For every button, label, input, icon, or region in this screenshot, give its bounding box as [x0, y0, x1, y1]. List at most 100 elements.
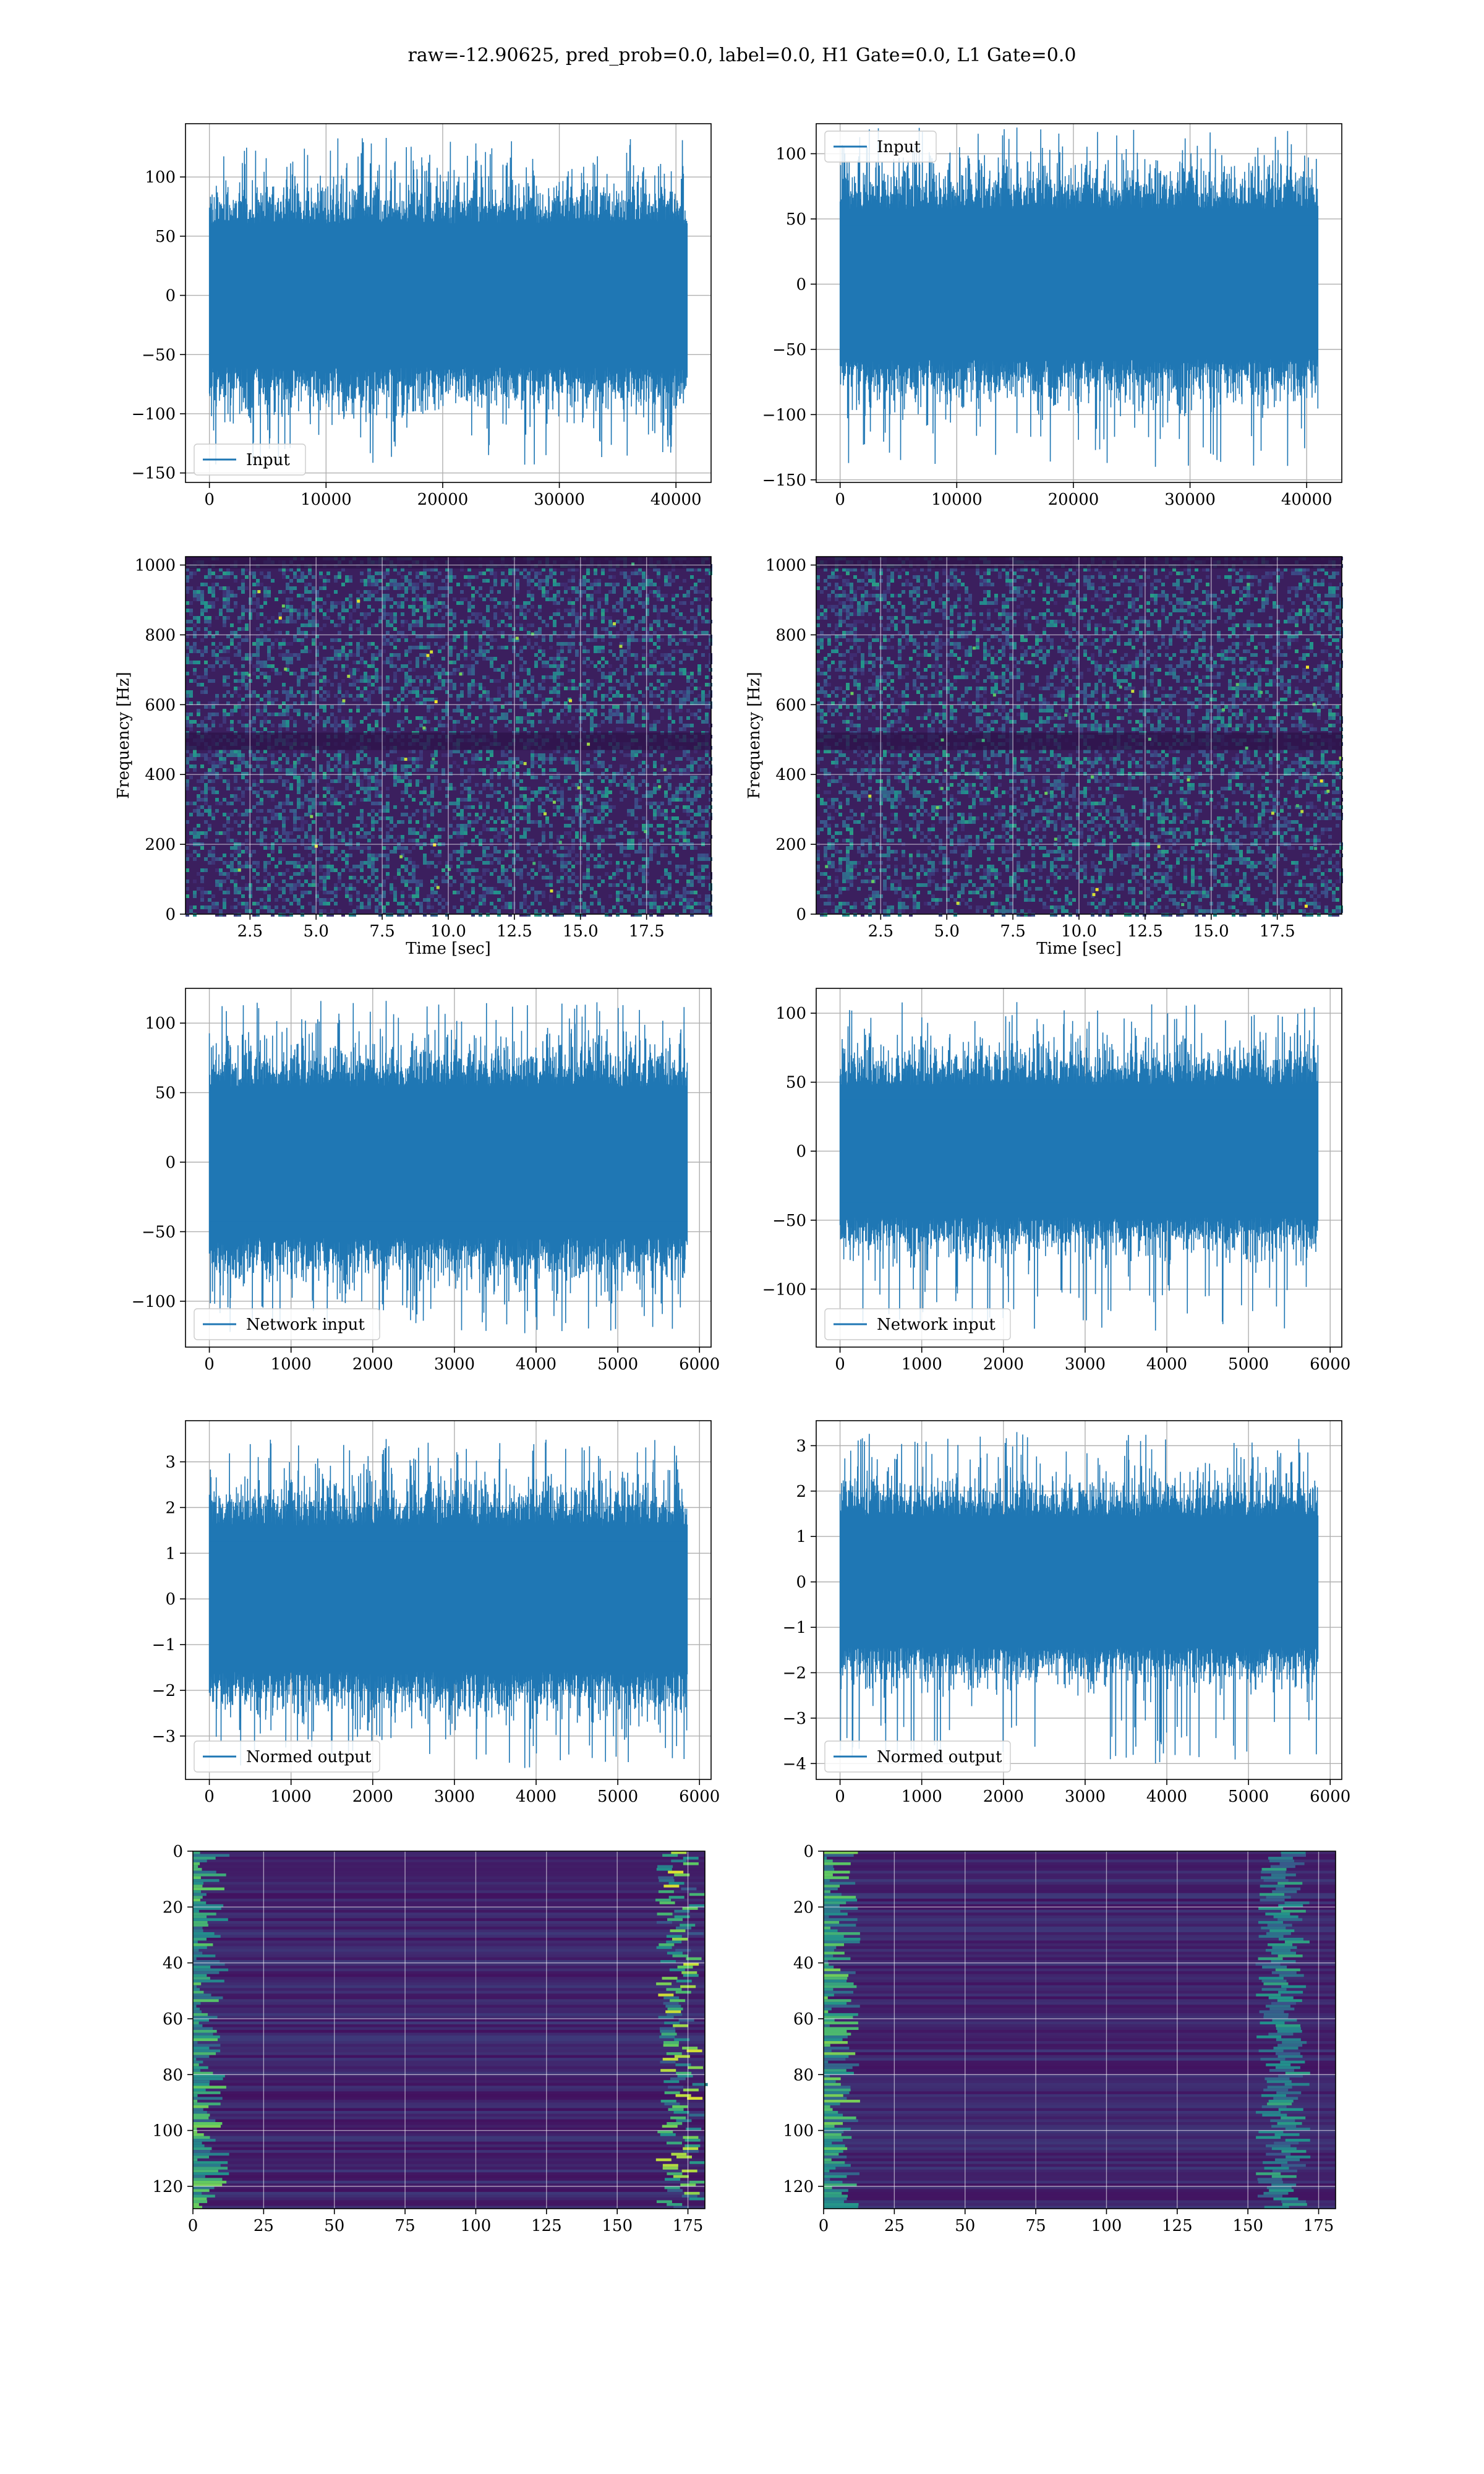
spectrogram-h1-cell	[323, 872, 326, 876]
spectrogram-h1-cell	[349, 694, 352, 698]
spectrogram-h1-cell	[271, 764, 275, 768]
spectrogram-h1-cell	[275, 668, 278, 672]
spectrogram-h1-cell	[686, 653, 690, 657]
spectrogram-h1-cell	[501, 857, 505, 861]
spectrogram-h1-cell	[634, 623, 638, 627]
spectrogram-h1-cell	[668, 820, 672, 824]
spectrogram-h1-cell	[312, 690, 315, 694]
spectrogram-h1-cell	[315, 649, 319, 653]
spectrogram-h1-cell	[612, 694, 616, 698]
spectrogram-h1-cell	[586, 638, 590, 642]
spectrogram-h1-cell	[597, 816, 601, 820]
spectrogram-h1-cell	[605, 835, 608, 839]
spectrogram-h1-cell	[549, 831, 553, 835]
spectrogram-h1-cell	[386, 794, 390, 798]
spectrogram-h1-cell	[660, 813, 664, 816]
spectrogram-h1-cell	[375, 813, 378, 816]
spectrogram-h1-cell	[479, 649, 482, 653]
spectrogram-h1-cell	[497, 798, 501, 802]
spectrogram-h1-cell	[267, 854, 271, 857]
spectrogram-h1-cell	[371, 779, 375, 783]
spectrogram-h1-cell	[646, 831, 649, 835]
spectrogram-h1-cell	[646, 668, 649, 672]
spectrogram-h1-cell	[542, 568, 545, 571]
spectrogram-h1-cell	[523, 772, 527, 776]
spectrogram-h1-cell	[575, 813, 579, 816]
spectrogram-h1-cell	[597, 854, 601, 857]
spectrogram-h1-cell	[193, 649, 197, 653]
spectrogram-h1-cell	[312, 623, 315, 627]
spectrogram-h1-cell	[686, 809, 690, 813]
spectrogram-h1-cell	[430, 698, 434, 701]
spectrogram-h1-cell	[560, 616, 564, 620]
spectrogram-h1-cell	[686, 757, 690, 761]
spectrogram-h1-cell	[200, 597, 204, 601]
spectrogram-h1-cell	[301, 575, 304, 579]
spectrogram-h1-cell	[245, 779, 249, 783]
spectrogram-h1-cell	[642, 709, 646, 713]
spectrogram-h1-cell	[564, 713, 568, 716]
spectrogram-h1-cell	[286, 609, 289, 612]
input-h1-legend: Input	[194, 443, 306, 476]
spectrogram-h1-cell	[686, 813, 690, 816]
spectrogram-h1-cell	[271, 779, 275, 783]
spectrogram-h1-cell	[590, 705, 594, 709]
spectrogram-h1-cell	[186, 579, 189, 583]
spectrogram-h1-cell	[408, 764, 412, 768]
spectrogram-h1-cell	[326, 609, 330, 612]
spectrogram-h1-cell	[215, 802, 219, 805]
spectrogram-h1-cell	[308, 824, 312, 828]
spectrogram-h1-cell	[486, 649, 490, 653]
spectrogram-h1-cell	[297, 657, 301, 661]
spectrogram-h1-cell	[341, 764, 345, 768]
spectrogram-h1-cell	[679, 586, 683, 590]
spectrogram-h1-cell	[423, 854, 427, 857]
spectrogram-h1-cell	[271, 642, 275, 646]
spectrogram-h1-cell	[371, 857, 375, 861]
spectrogram-h1-cell	[319, 776, 323, 779]
spectrogram-h1-cell	[501, 764, 505, 768]
spectrogram-h1-cell	[301, 612, 304, 616]
spectrogram-h1-cell	[419, 605, 423, 609]
spectrogram-h1-cell	[516, 716, 519, 720]
spectrogram-h1-cell	[445, 687, 449, 690]
spectrogram-h1-cell	[456, 802, 460, 805]
spectrogram-h1-cell	[427, 683, 430, 687]
spectrogram-h1-cell	[297, 612, 301, 616]
spectrogram-h1-cell	[608, 675, 612, 679]
spectrogram-h1-cell	[542, 757, 545, 761]
spectrogram-h1-cell	[226, 802, 230, 805]
spectrogram-h1-cell	[326, 694, 330, 698]
spectrogram-h1-cell	[230, 623, 234, 627]
spectrogram-h1-cell	[286, 597, 289, 601]
spectrogram-h1-cell	[386, 753, 390, 757]
spectrogram-h1-cell	[642, 635, 646, 638]
spectrogram-h1-cell	[412, 597, 416, 601]
spectrogram-h1-cell	[690, 713, 694, 716]
spectrogram-h1-cell	[523, 816, 527, 820]
spectrogram-h1-cell	[275, 713, 278, 716]
spectrogram-h1-cell	[664, 620, 668, 623]
spectrogram-h1-cell	[297, 631, 301, 635]
spectrogram-h1-cell	[226, 597, 230, 601]
spectrogram-h1-cell	[419, 720, 423, 724]
spectrogram-h1-cell	[304, 646, 308, 649]
spectrogram-h1-cell	[605, 594, 608, 597]
spectrogram-h1-cell	[315, 709, 319, 713]
spectrogram-h1-cell	[601, 816, 605, 820]
spectrogram-h1-cell	[646, 794, 649, 798]
spectrogram-h1-cell	[675, 787, 679, 790]
spectrogram-h1-cell	[293, 776, 297, 779]
spectrogram-h1-cell	[571, 872, 575, 876]
spectrogram-h1-cell	[419, 653, 423, 657]
spectrogram-h1-cell	[634, 664, 638, 668]
spectrogram-h1-cell	[490, 768, 493, 772]
spectrogram-h1-cell	[427, 720, 430, 724]
spectrogram-h1-cell	[531, 568, 534, 571]
spectrogram-h1-cell	[597, 635, 601, 638]
spectrogram-h1-cell	[204, 627, 208, 631]
spectrogram-h1-cell	[301, 753, 304, 757]
spectrogram-h1-cell	[223, 720, 226, 724]
spectrogram-h1-cell	[189, 575, 193, 579]
spectrogram-h1-cell	[256, 638, 260, 642]
